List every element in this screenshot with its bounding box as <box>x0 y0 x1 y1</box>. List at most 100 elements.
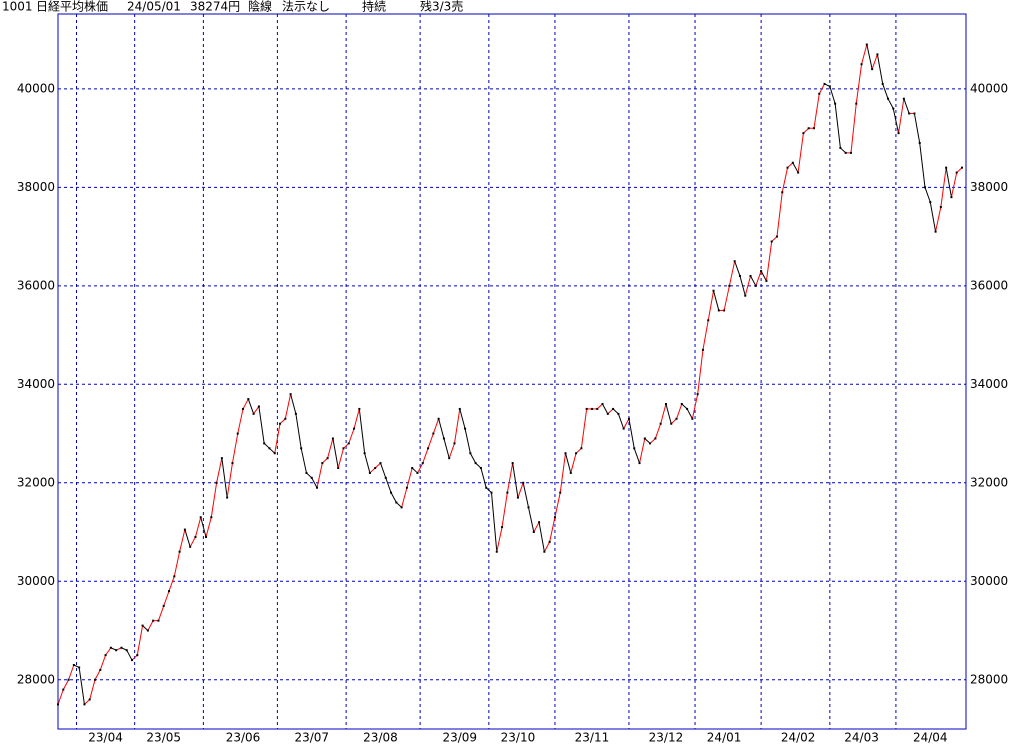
price-segment <box>818 83 825 95</box>
price-dot <box>316 486 319 489</box>
price-dot <box>929 201 932 204</box>
price-segment <box>490 492 498 552</box>
price-segment <box>163 590 170 607</box>
price-segment <box>459 408 466 429</box>
price-dot <box>659 422 662 425</box>
y-tick-label-right: 38000 <box>970 180 1008 194</box>
price-dot <box>728 284 731 287</box>
price-segment <box>781 167 789 193</box>
price-segment <box>882 83 889 99</box>
price-dot <box>300 447 303 450</box>
price-dot <box>802 132 805 135</box>
price-dot <box>501 526 504 529</box>
price-segment <box>126 649 133 661</box>
price-segment <box>755 270 762 286</box>
price-dot <box>871 68 874 71</box>
price-segment <box>464 428 471 454</box>
price-dot <box>548 540 551 543</box>
price-segment <box>765 241 773 281</box>
price-dot <box>606 412 609 415</box>
price-dot <box>284 417 287 420</box>
price-segment <box>168 576 175 592</box>
x-tick-label: 23/05 <box>146 731 181 745</box>
price-dot <box>199 516 202 519</box>
price-dot <box>88 698 91 701</box>
price-dot <box>918 142 921 145</box>
price-dot <box>580 447 583 450</box>
x-tick-label: 23/07 <box>294 731 329 745</box>
price-segment <box>945 167 952 198</box>
price-dot <box>141 624 144 627</box>
price-segment <box>697 349 704 395</box>
price-dot <box>902 97 905 100</box>
price-dot <box>934 230 937 233</box>
price-dot <box>453 442 456 445</box>
price-dot <box>712 289 715 292</box>
price-dot <box>775 235 778 238</box>
price-segment <box>617 413 625 429</box>
price-dot <box>754 284 757 287</box>
price-segment <box>221 458 228 498</box>
price-segment <box>866 44 873 70</box>
price-segment <box>253 406 260 415</box>
price-dot <box>749 274 752 277</box>
price-segment <box>453 408 461 444</box>
price-dot <box>638 462 641 465</box>
price-segment <box>94 669 101 680</box>
price-segment <box>348 428 355 444</box>
header-item: 陰線 <box>248 0 272 14</box>
price-dot <box>247 398 250 401</box>
price-segment <box>929 202 937 232</box>
price-segment <box>496 527 503 552</box>
price-dot <box>601 403 604 405</box>
price-dot <box>263 442 266 445</box>
price-dot <box>236 432 239 435</box>
price-dot <box>104 654 107 657</box>
price-dot <box>178 550 181 553</box>
price-segment <box>385 477 392 493</box>
x-tick-label: 23/12 <box>649 731 684 745</box>
price-dot <box>115 649 118 652</box>
price-dot <box>876 53 879 56</box>
price-dot <box>823 82 826 85</box>
price-dot <box>564 452 567 455</box>
price-dot <box>680 403 683 405</box>
price-dot <box>67 678 70 681</box>
x-tick-label: 23/09 <box>442 731 477 745</box>
price-segment <box>623 418 630 429</box>
price-segment <box>570 453 577 474</box>
price-dot <box>326 457 329 460</box>
price-dot <box>590 407 593 410</box>
price-segment <box>105 647 112 656</box>
price-segment <box>274 423 281 454</box>
price-dot <box>294 412 297 415</box>
price-dot <box>844 151 847 154</box>
header-item: 持続 <box>362 0 386 14</box>
price-dot <box>273 452 276 455</box>
price-segment <box>480 467 487 488</box>
price-segment <box>231 433 239 464</box>
price-dot <box>368 471 371 474</box>
y-tick-label: 28000 <box>17 672 55 686</box>
price-segment <box>316 462 323 488</box>
price-dot <box>527 506 530 509</box>
price-dot <box>305 471 308 474</box>
price-dot <box>495 550 498 553</box>
price-dot <box>553 516 556 519</box>
price-dot <box>738 274 741 277</box>
price-dot <box>109 646 112 649</box>
price-dot <box>923 186 926 189</box>
price-segment <box>744 275 752 296</box>
price-segment <box>448 443 455 459</box>
price-dot <box>855 102 858 105</box>
price-dot <box>252 412 255 415</box>
price-segment <box>538 522 545 552</box>
price-dot <box>279 422 282 425</box>
price-segment <box>205 517 212 538</box>
plot-frame <box>57 13 967 730</box>
price-dot <box>532 531 535 534</box>
price-dot <box>442 437 445 440</box>
price-segment <box>728 261 736 286</box>
price-dot <box>490 491 493 494</box>
